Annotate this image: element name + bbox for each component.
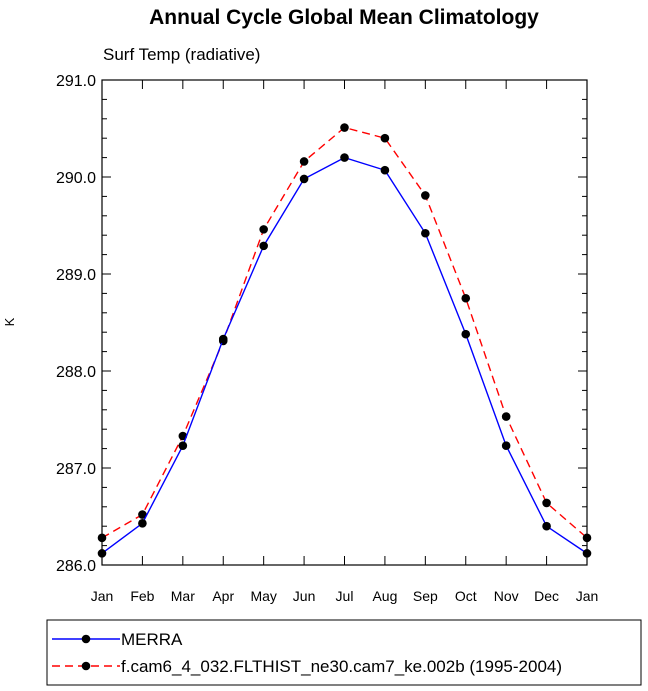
data-point [218,334,228,344]
x-tick-label: May [250,588,276,604]
y-tick-label: 286.0 [56,558,96,575]
x-tick-label: Feb [130,588,154,604]
x-tick-label: Jun [293,588,316,604]
y-tick-label: 288.0 [56,364,96,381]
x-tick-label: Sep [413,588,438,604]
data-point [299,157,309,166]
chart-title: Annual Cycle Global Mean Climatology [149,6,539,29]
data-point [421,191,430,200]
y-tick-label: 290.0 [56,170,96,187]
legend-marker [81,661,91,671]
legend-marker [81,634,91,644]
series-line [101,156,588,554]
data-point [259,241,268,251]
data-point [542,498,551,508]
data-point [299,174,309,184]
data-point [259,225,268,234]
data-point [582,533,592,543]
x-tick-labels: Jan Feb Mar Apr May Jun Jul Aug Sep Oct Nov Dec Jan [91,588,599,604]
y-axis-label: K [2,317,17,326]
y-tick-labels: 286.0 287.0 288.0 289.0 290.0 291.0 [56,73,96,575]
data-point [97,549,107,558]
x-tick-label: Jul [336,588,354,604]
legend-label: MERRA [121,630,183,649]
data-point [97,533,107,543]
data-point [542,521,551,531]
y-tick-label: 287.0 [56,461,96,478]
data-point [138,518,147,528]
data-point [178,441,188,450]
data-point [380,165,390,175]
data-point [461,329,471,339]
data-point [340,153,349,162]
x-tick-label: Jan [576,588,599,604]
plot-frame [101,79,588,566]
x-tick-label: Aug [372,588,397,604]
x-tick-label: Jan [91,588,114,604]
x-tick-label: Nov [494,588,519,604]
x-tick-label: Apr [212,588,234,604]
x-tick-label: Mar [171,588,195,604]
x-tick-label: Dec [534,588,559,604]
data-point [138,510,147,519]
y-tick-label: 289.0 [56,267,96,284]
data-point [501,441,511,450]
y-tick-label: 291.0 [56,73,96,90]
data-point [340,123,349,132]
data-point [582,549,592,558]
axis-ticks [101,79,588,566]
legend: MERRA f.cam6_4_032.FLTHIST_ne30.cam7_ke.0… [52,630,562,676]
data-point [461,293,471,303]
legend-box [46,619,642,686]
x-tick-label: Oct [455,588,477,604]
series-layer [97,123,592,558]
data-point [501,412,511,421]
data-point [380,133,390,143]
data-point [421,228,430,238]
legend-label: f.cam6_4_032.FLTHIST_ne30.cam7_ke.002b (… [121,657,562,676]
chart-subtitle: Surf Temp (radiative) [103,45,260,64]
series-line [101,126,588,539]
